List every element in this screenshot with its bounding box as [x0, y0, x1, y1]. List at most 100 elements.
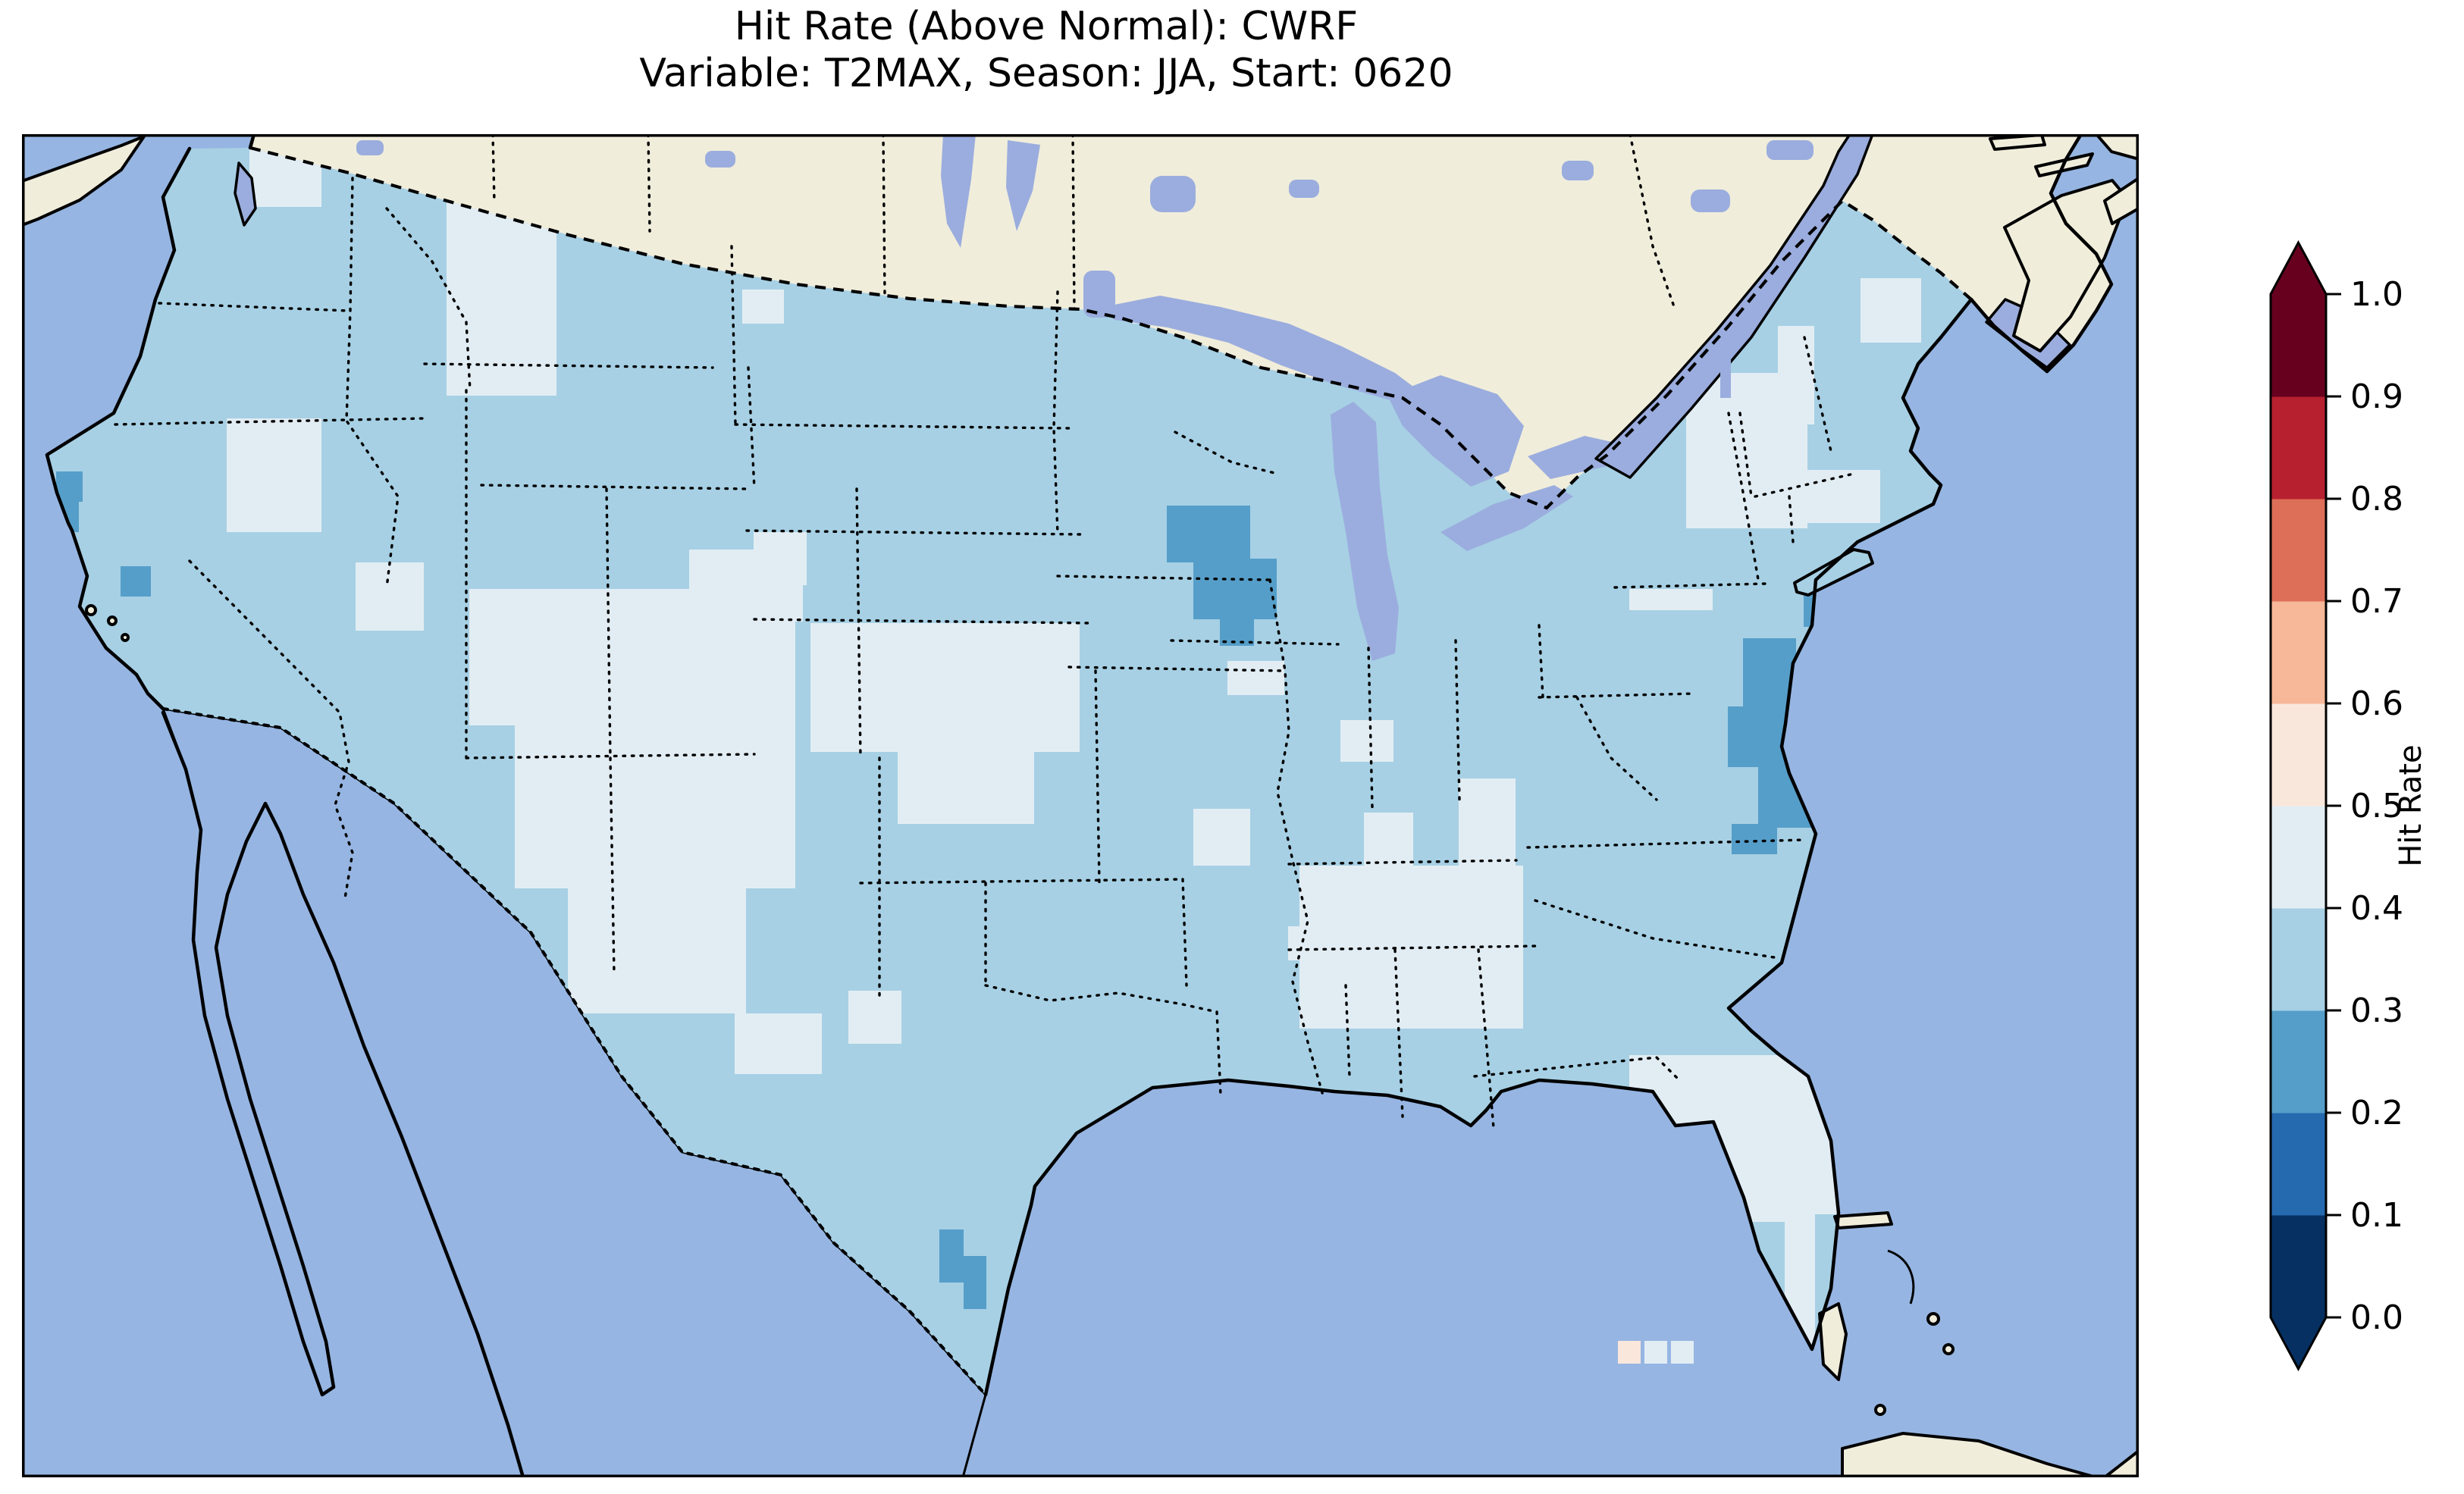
heatmap-cell-0.2-0.3 [56, 471, 83, 502]
nova-scotia [2003, 179, 2129, 352]
saskatchewan-lake [705, 151, 735, 168]
colorbar-tick-label: 0.2 [2350, 1094, 2403, 1132]
heatmap-cell-0.4-0.5 [848, 991, 901, 1044]
state-borders [114, 177, 1855, 1129]
us-mexico-border [161, 706, 988, 1397]
heatmap-cell-0.4-0.5 [898, 752, 1034, 824]
title-line-2: Variable: T2MAX, Season: JJA, Start: 062… [639, 51, 1453, 96]
colorbar-bin-0.4-0.5 [2271, 806, 2326, 909]
heatmap-offshore-cells [1618, 1341, 1694, 1364]
heatmap-cell-0.4-0.5 [1671, 1341, 1694, 1364]
heatmap-cell-0.4-0.5 [1227, 661, 1284, 695]
lake-superior [1103, 296, 1425, 399]
heatmap-cell-0.2-0.3 [1732, 824, 1777, 854]
canada-province-borders [491, 134, 1677, 312]
heatmap-cell-0.4-0.5 [735, 1013, 822, 1074]
hispaniola-corner [2103, 1449, 2139, 1477]
bahama-cay-2 [1942, 1343, 1955, 1355]
colorbar-tick-label: 0.4 [2350, 889, 2403, 928]
colorbar-tick-label: 0.8 [2350, 480, 2403, 518]
colorbar-tick-label: 0.3 [2350, 991, 2403, 1030]
puget-sound [234, 161, 257, 227]
us-canada-border [249, 146, 1973, 510]
colorbar-segments [2271, 243, 2326, 1369]
colorbar-under-arrow [2271, 1317, 2326, 1369]
page-title: Hit Rate (Above Normal): CWRF Variable: … [22, 3, 2071, 97]
heatmap-cell-0.4-0.5 [1629, 589, 1713, 610]
colorbar-axis-label: Hit Rate [2393, 744, 2428, 866]
bahama-cay-3 [1874, 1404, 1886, 1416]
colorbar-tick-label: 0.0 [2350, 1298, 2403, 1337]
quebec-lake-2 [1766, 140, 1814, 160]
heatmap-cell-0.4-0.5 [1459, 778, 1516, 869]
bahama-cay-1 [1926, 1312, 1940, 1326]
grand-bahama [1833, 1211, 1893, 1229]
colorbar-bin-0.5-0.6 [2271, 703, 2326, 807]
channel-island-1 [85, 604, 97, 616]
heatmap-cell-0.4-0.5 [469, 589, 795, 725]
colorbar-ticks: 0.0 0.1 0.2 0.3 0.4 0.5 0.6 0.7 0.8 0.9 1.0 [2326, 275, 2403, 1337]
colorbar-tick-label: 0.7 [2350, 582, 2403, 621]
lake-champlain [1720, 330, 1731, 398]
heatmap-cell-0.4-0.5 [1340, 720, 1393, 762]
heatmap-cell-0.4-0.5 [1861, 278, 1921, 343]
lake-winnipegosis [1006, 140, 1040, 231]
mexico-coastline [161, 710, 525, 1477]
colorbar-bin-0.0-0.1 [2271, 1215, 2326, 1318]
lake-of-the-woods [1083, 271, 1115, 318]
st-lawrence-river [1594, 134, 1874, 479]
lake-michigan [1331, 402, 1399, 661]
heatmap-cell-0.4-0.5 [810, 623, 1080, 752]
colorbar-tick-label: 0.9 [2350, 377, 2403, 416]
colorbar-svg: 0.0 0.1 0.2 0.3 0.4 0.5 0.6 0.7 0.8 0.9 1.0 Hit Ra… [2269, 240, 2428, 1372]
cuba [1841, 1432, 2098, 1477]
ontario-lake [1289, 180, 1319, 198]
colorbar-bin-0.1-0.2 [2271, 1113, 2326, 1216]
heatmap-cell-0.2-0.3 [964, 1256, 986, 1309]
gulf-atlantic-coastline [983, 297, 1973, 1397]
heatmap-cell-0.4-0.5 [1778, 326, 1814, 424]
andros-island [1818, 1302, 1848, 1381]
islands-layer [22, 134, 2139, 1477]
quebec-lake-3 [1562, 161, 1594, 180]
heatmap-cell-0.5-0.6 [1618, 1341, 1641, 1364]
lakes-layer [234, 134, 2071, 661]
heatmap-cell-0.4-0.5 [356, 562, 424, 631]
eleuthera-arc [1887, 1249, 1915, 1305]
colorbar-tick-label: 0.6 [2350, 684, 2403, 723]
colorbar: 0.0 0.1 0.2 0.3 0.4 0.5 0.6 0.7 0.8 0.9 1.0 Hit Ra… [2237, 189, 2464, 1433]
vancouver-island [22, 135, 146, 227]
lake-ontario [1528, 436, 1619, 479]
conus-map [22, 134, 2139, 1477]
map-frame [22, 134, 2139, 1477]
bc-lake [356, 140, 384, 155]
colorbar-bin-0.9-1.0 [2271, 294, 2326, 397]
map-axes [22, 134, 2139, 1477]
channel-island-3 [121, 633, 130, 642]
heatmap-cell-0.4-0.5 [227, 418, 321, 532]
heatmap-cell-0.2-0.3 [939, 1229, 964, 1283]
title-line-1: Hit Rate (Above Normal): CWRF [734, 4, 1359, 49]
lake-erie [1440, 485, 1573, 551]
heatmap-cell-0.4-0.5 [1193, 809, 1250, 866]
lake-huron [1387, 375, 1524, 487]
heatmap-cell-0.4-0.5 [1644, 1341, 1667, 1364]
lake-nipigon [1150, 176, 1196, 212]
heatmap-cell-0.4-0.5 [742, 290, 784, 324]
heatmap-cell-0.2-0.3 [1193, 559, 1277, 619]
heatmap-cell-0.2-0.3 [121, 566, 151, 597]
colorbar-bin-0.3-0.4 [2271, 908, 2326, 1011]
channel-island-2 [107, 615, 118, 626]
heatmap-cell-0.4-0.5 [515, 725, 795, 888]
colorbar-bin-0.2-0.3 [2271, 1010, 2326, 1113]
heatmap-cell-0.4-0.5 [568, 888, 746, 1013]
colorbar-over-arrow [2271, 243, 2326, 294]
colorbar-tick-label: 1.0 [2350, 275, 2403, 314]
heatmap-cell-0.4-0.5 [1804, 470, 1880, 523]
quebec-lake-1 [1691, 189, 1730, 212]
colorbar-bin-0.8-0.9 [2271, 396, 2326, 500]
cape-breton [2103, 177, 2139, 225]
lake-winnipeg [941, 134, 976, 248]
colorbar-bin-0.6-0.7 [2271, 601, 2326, 704]
